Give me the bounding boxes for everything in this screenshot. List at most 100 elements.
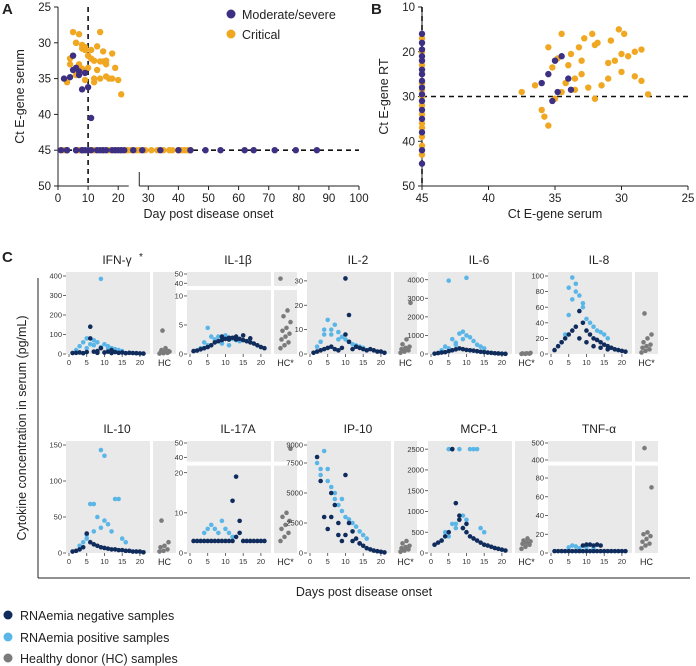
legend-ab: Moderate/severe Critical (226, 8, 336, 42)
cytokine-point-positive (460, 513, 466, 518)
cytokine-point-positive (471, 338, 476, 344)
cytokine-x-tick-label: 0 (67, 358, 71, 367)
cytokine-point-positive (580, 301, 586, 306)
cytokine-point-positive (216, 334, 221, 339)
cytokine-point-negative (105, 546, 111, 551)
panel-a-point-critical (90, 75, 98, 82)
cytokine-hc-label: HC* (518, 358, 535, 368)
panel-b-point-moderate (418, 39, 426, 46)
cytokine-point-positive (208, 522, 214, 528)
panel-b-point-critical (418, 111, 426, 118)
cytokine-point-positive (325, 478, 331, 484)
cytokine-point-positive (321, 332, 327, 337)
cytokine-x-tick-label: 5 (447, 358, 451, 367)
cytokine-point-hc (649, 485, 654, 490)
panel-b-y-tick-label: 10 (402, 2, 415, 14)
cytokine-y-tick-label: 0 (58, 350, 62, 359)
panel-b-ylabel: Ct E-gene RT (377, 58, 391, 135)
panel-a-point-moderate (60, 75, 68, 82)
cytokine-point-negative (258, 538, 264, 544)
cytokine-point-positive (102, 518, 107, 523)
cytokine-point-negative (343, 276, 348, 281)
panel-a-point-critical (169, 147, 176, 154)
panel-b-point-critical (607, 37, 615, 44)
cytokine-point-hc (643, 543, 648, 548)
cytokine-point-negative (457, 346, 462, 351)
panel-b-point-critical (418, 124, 426, 132)
cytokine-point-positive (569, 297, 575, 302)
cytokine-point-positive (77, 343, 82, 349)
cytokine-point-negative (577, 548, 582, 554)
cytokine-x-tick-label: 0 (308, 358, 312, 367)
cytokine-point-hc (525, 536, 530, 541)
cytokine-y-tick-label: 0 (420, 549, 424, 558)
cytokine-point-positive (457, 446, 462, 452)
cytokine-point-positive (95, 514, 100, 520)
panel-b-point-moderate (549, 97, 556, 105)
cytokine-point-hc (643, 348, 648, 354)
cytokine-x-tick-label: 10 (582, 358, 590, 367)
panel-b-point-critical (418, 151, 426, 158)
cytokine-point-hc (278, 538, 283, 544)
cytokine-point-positive (343, 337, 348, 342)
panel-a-y-tick-label: 40 (38, 109, 51, 121)
cytokine-point-hc (640, 345, 645, 351)
cytokine-y-tick-label: 40 (175, 279, 183, 288)
panel-b-point-critical (538, 106, 545, 114)
panel-a-y-tick-label: 25 (38, 2, 51, 14)
cytokine-title: MCP-1 (460, 422, 498, 436)
cytokine-point-positive (569, 275, 575, 280)
cytokine-point-negative (584, 328, 589, 333)
cytokine-y-tick-label: 7500 (286, 459, 303, 468)
panel-b-point-critical (418, 61, 426, 69)
cytokine-point-negative (577, 308, 582, 314)
cytokine-title: IP-10 (344, 422, 373, 436)
panel-b-point-critical (518, 88, 525, 96)
cytokine-point-positive (478, 525, 483, 531)
cytokine-point-negative (194, 538, 200, 544)
cytokine-point-hc (399, 545, 404, 551)
panel-a-point-critical (108, 50, 116, 57)
cytokine-panel-il-10: IL-10 0 50 100 150 0 5 10 15 20 HC (49, 422, 176, 567)
cytokine-point-negative (471, 348, 476, 353)
cytokine-y-tick-label: 2500 (407, 445, 424, 454)
cytokine-y-tick-label: 20 (175, 468, 183, 477)
cytokine-point-negative (619, 348, 625, 354)
cytokine-point-hc (639, 546, 644, 551)
panel-b-point-moderate (567, 86, 575, 93)
panel-a-point-moderate (139, 147, 146, 154)
cytokine-point-positive (318, 339, 323, 345)
panel-b-point-critical (418, 120, 426, 127)
panel-letter-b: B (371, 1, 382, 18)
cytokine-point-positive (594, 328, 600, 333)
panel-b-point-critical (578, 57, 585, 64)
cytokine-point-positive (321, 327, 327, 332)
panel-a-point-moderate (313, 147, 321, 154)
cytokine-point-negative (219, 538, 225, 544)
cytokine-hc-bg (635, 441, 658, 553)
cytokine-point-negative (566, 548, 572, 554)
cytokine-point-positive (332, 322, 338, 328)
panel-a-point-moderate (175, 147, 182, 154)
cytokine-y-tick-label: 0 (540, 549, 544, 558)
cytokine-point-positive (460, 336, 466, 342)
panel-a-point-moderate (69, 52, 77, 59)
panel-a-x-tick-label: 20 (112, 193, 125, 205)
legend-moderate-label: Moderate/severe (242, 8, 336, 22)
cytokine-y-tick-label: 2000 (407, 312, 424, 321)
cytokine-point-hc (281, 313, 286, 319)
cytokine-point-negative (216, 538, 221, 544)
panel-b-y-tick-label: 50 (402, 181, 415, 193)
cytokine-x-tick-label: 5 (85, 557, 89, 566)
cytokine-plot-bg (66, 441, 150, 553)
cytokine-x-tick-label: 5 (326, 358, 330, 367)
cytokine-point-negative (244, 538, 250, 544)
cytokine-title: IL-17A (220, 422, 255, 436)
cytokine-point-negative (332, 502, 338, 508)
panel-b-point-moderate (418, 57, 426, 64)
cytokine-point-negative (191, 538, 196, 544)
cytokine-point-positive (318, 472, 323, 478)
cytokine-point-negative (255, 538, 260, 544)
cytokine-point-positive (353, 524, 359, 529)
cytokine-point-positive (339, 334, 345, 340)
